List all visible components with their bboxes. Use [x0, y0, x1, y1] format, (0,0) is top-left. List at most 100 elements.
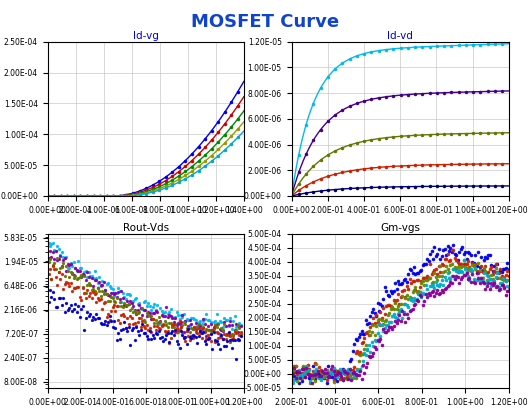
Point	[311, 376, 319, 383]
Point	[111, 325, 120, 332]
Point	[421, 275, 430, 281]
Point	[60, 254, 69, 261]
Point	[73, 266, 81, 273]
Point	[503, 268, 511, 275]
Point	[343, 368, 351, 374]
Title: Gm-vgs: Gm-vgs	[380, 223, 420, 233]
Point	[235, 319, 243, 326]
Point	[128, 314, 136, 321]
Point	[78, 285, 87, 291]
Point	[462, 255, 471, 262]
Point	[93, 285, 102, 291]
Point	[442, 263, 450, 269]
Point	[405, 294, 414, 301]
Point	[186, 337, 194, 343]
Point	[207, 338, 215, 344]
Point	[351, 372, 360, 379]
Point	[421, 277, 430, 284]
Point	[357, 351, 366, 357]
Point	[53, 257, 61, 264]
Point	[480, 265, 488, 271]
Point	[49, 249, 57, 255]
Point	[231, 329, 239, 335]
Point	[235, 337, 243, 344]
Point	[172, 309, 181, 316]
Point	[315, 371, 323, 378]
Point	[52, 274, 60, 281]
Point	[141, 306, 149, 313]
Point	[400, 308, 408, 315]
Point	[478, 266, 487, 273]
Point	[162, 319, 170, 326]
Point	[391, 299, 399, 306]
Point	[69, 258, 78, 265]
Point	[426, 261, 434, 267]
Point	[211, 318, 219, 325]
Point	[119, 294, 127, 301]
Point	[320, 369, 328, 376]
Point	[211, 322, 219, 329]
Point	[168, 322, 176, 328]
Point	[217, 334, 225, 341]
Point	[370, 320, 379, 327]
Point	[171, 321, 179, 328]
Point	[202, 336, 210, 342]
Point	[450, 275, 459, 282]
Point	[485, 285, 494, 292]
Point	[220, 315, 228, 322]
Point	[220, 343, 228, 349]
Point	[325, 368, 334, 375]
Point	[299, 370, 307, 377]
Point	[91, 316, 99, 322]
Point	[130, 307, 139, 314]
Point	[425, 274, 433, 281]
Point	[315, 375, 323, 382]
Point	[184, 325, 193, 332]
Point	[91, 276, 99, 283]
Point	[190, 324, 199, 331]
Point	[360, 345, 369, 352]
Point	[474, 274, 482, 281]
Point	[181, 321, 190, 327]
Point	[334, 372, 342, 379]
Point	[460, 256, 468, 263]
Point	[435, 273, 443, 280]
Point	[193, 339, 201, 346]
Point	[440, 267, 449, 274]
Point	[344, 369, 352, 376]
Point	[58, 249, 66, 256]
Point	[56, 253, 65, 259]
Point	[200, 338, 209, 344]
Point	[236, 322, 245, 329]
Point	[413, 288, 421, 295]
Point	[154, 325, 163, 332]
Point	[375, 321, 383, 327]
Point	[480, 270, 488, 276]
Point	[175, 315, 184, 322]
Point	[83, 274, 92, 280]
Point	[163, 330, 172, 337]
Point	[82, 267, 90, 274]
Point	[186, 322, 194, 329]
Point	[483, 270, 491, 276]
Point	[314, 372, 322, 379]
Point	[119, 290, 127, 296]
Point	[490, 263, 498, 269]
Point	[381, 324, 389, 331]
Point	[490, 279, 498, 286]
Point	[73, 309, 81, 315]
Text: MOSFET Curve: MOSFET Curve	[191, 13, 339, 30]
Point	[154, 328, 163, 334]
Point	[99, 279, 108, 286]
Point	[379, 296, 387, 302]
Point	[401, 300, 410, 307]
Point	[93, 285, 102, 291]
Point	[64, 264, 72, 271]
Point	[385, 319, 393, 325]
Point	[420, 291, 428, 298]
Point	[224, 329, 233, 336]
Point	[436, 290, 445, 296]
Point	[347, 371, 356, 378]
Point	[365, 342, 373, 349]
Point	[287, 376, 296, 383]
